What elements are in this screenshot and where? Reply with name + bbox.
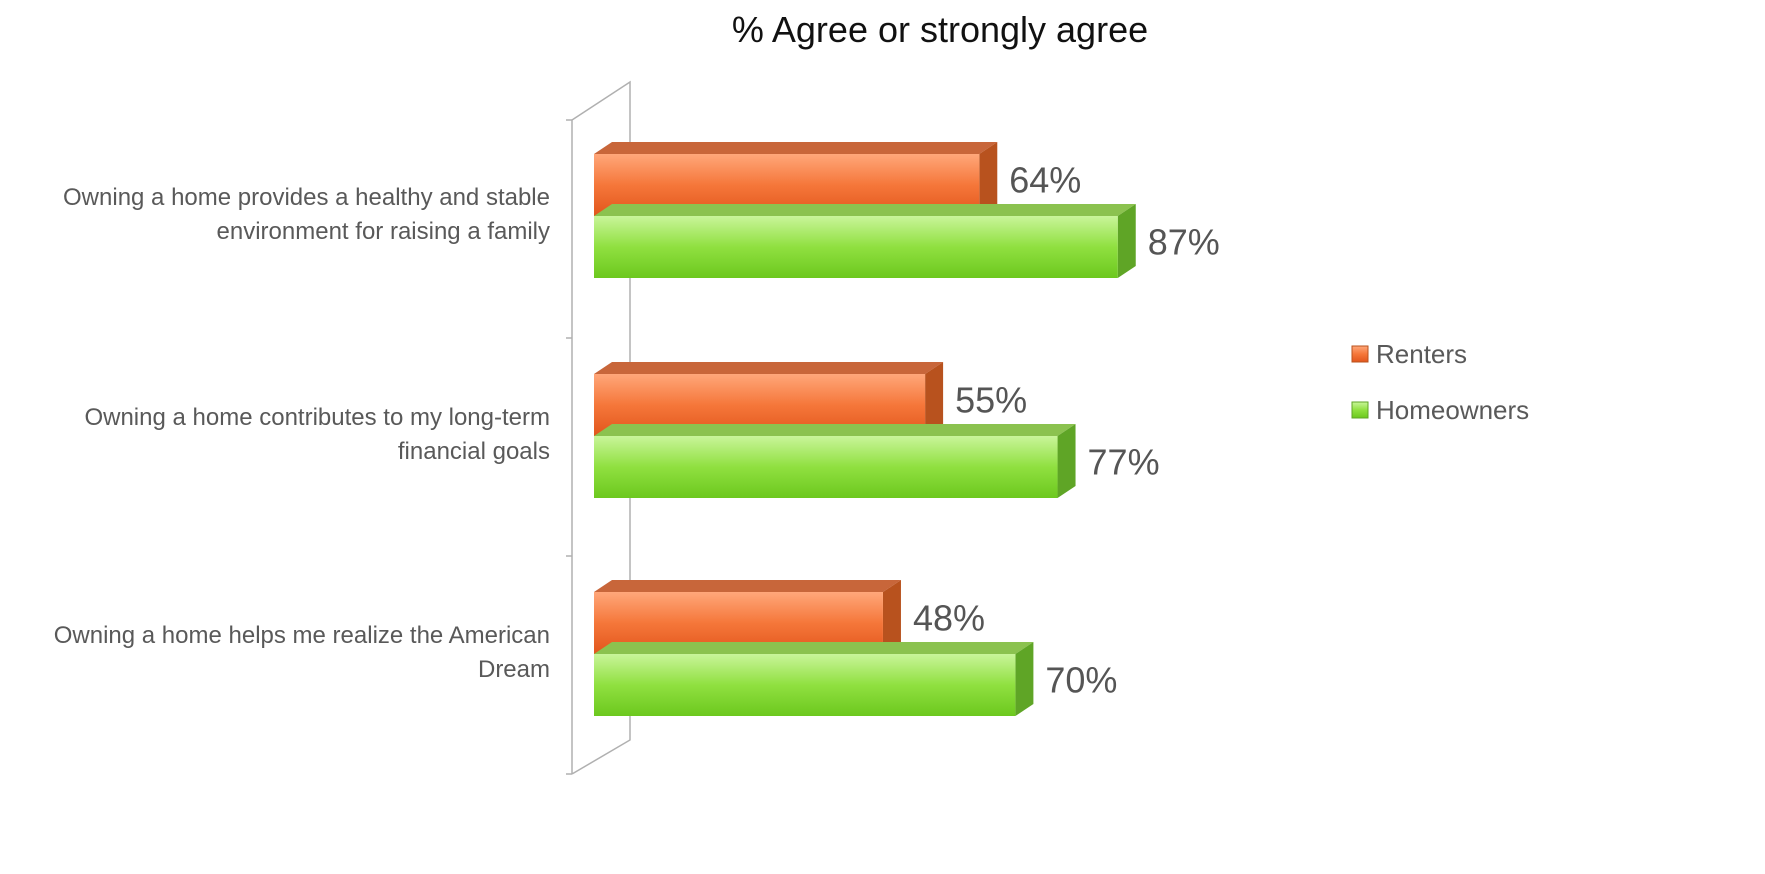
data-label-homeowners: 77%	[1088, 442, 1160, 483]
data-label-homeowners: 87%	[1148, 222, 1220, 263]
bar-renters-top-face	[594, 142, 998, 154]
legend-label-renters: Renters	[1376, 339, 1467, 369]
legend-label-homeowners: Homeowners	[1376, 395, 1529, 425]
bar-homeowners	[594, 436, 1058, 498]
bar-homeowners	[594, 654, 1016, 716]
bar-renters-side-face	[882, 580, 901, 654]
category-label-line: Owning a home provides a healthy and sta…	[63, 184, 550, 211]
category-label-line: environment for raising a family	[217, 218, 550, 245]
category-label-line: financial goals	[398, 438, 550, 465]
category-label: Owning a home helps me realize the Ameri…	[54, 622, 550, 683]
bar-homeowners	[594, 216, 1118, 278]
category-label: Owning a home contributes to my long-ter…	[84, 404, 550, 465]
category-label-line: Dream	[478, 656, 550, 683]
bar-homeowners-side-face	[1057, 424, 1076, 498]
bar-homeowners-top-face	[594, 204, 1136, 216]
data-label-homeowners: 70%	[1045, 660, 1117, 701]
legend-swatch-homeowners	[1351, 401, 1369, 419]
bar-renters-side-face	[925, 362, 944, 436]
bar-renters-side-face	[979, 142, 998, 216]
data-label-renters: 64%	[1009, 160, 1081, 201]
bar-homeowners-top-face	[594, 642, 1034, 654]
bar-homeowners-top-face	[594, 424, 1076, 436]
data-label-renters: 55%	[955, 380, 1027, 421]
category-label: Owning a home provides a healthy and sta…	[63, 184, 550, 245]
category-label-line: Owning a home contributes to my long-ter…	[84, 404, 550, 431]
bar-renters-top-face	[594, 580, 901, 592]
data-label-renters: 48%	[913, 598, 985, 639]
bar-homeowners-side-face	[1117, 204, 1136, 278]
legend-swatch-renters	[1351, 345, 1369, 363]
category-label-line: Owning a home helps me realize the Ameri…	[54, 622, 550, 649]
bar-homeowners-side-face	[1015, 642, 1034, 716]
bar-renters-top-face	[594, 362, 944, 374]
chart-title: % Agree or strongly agree	[732, 9, 1148, 50]
